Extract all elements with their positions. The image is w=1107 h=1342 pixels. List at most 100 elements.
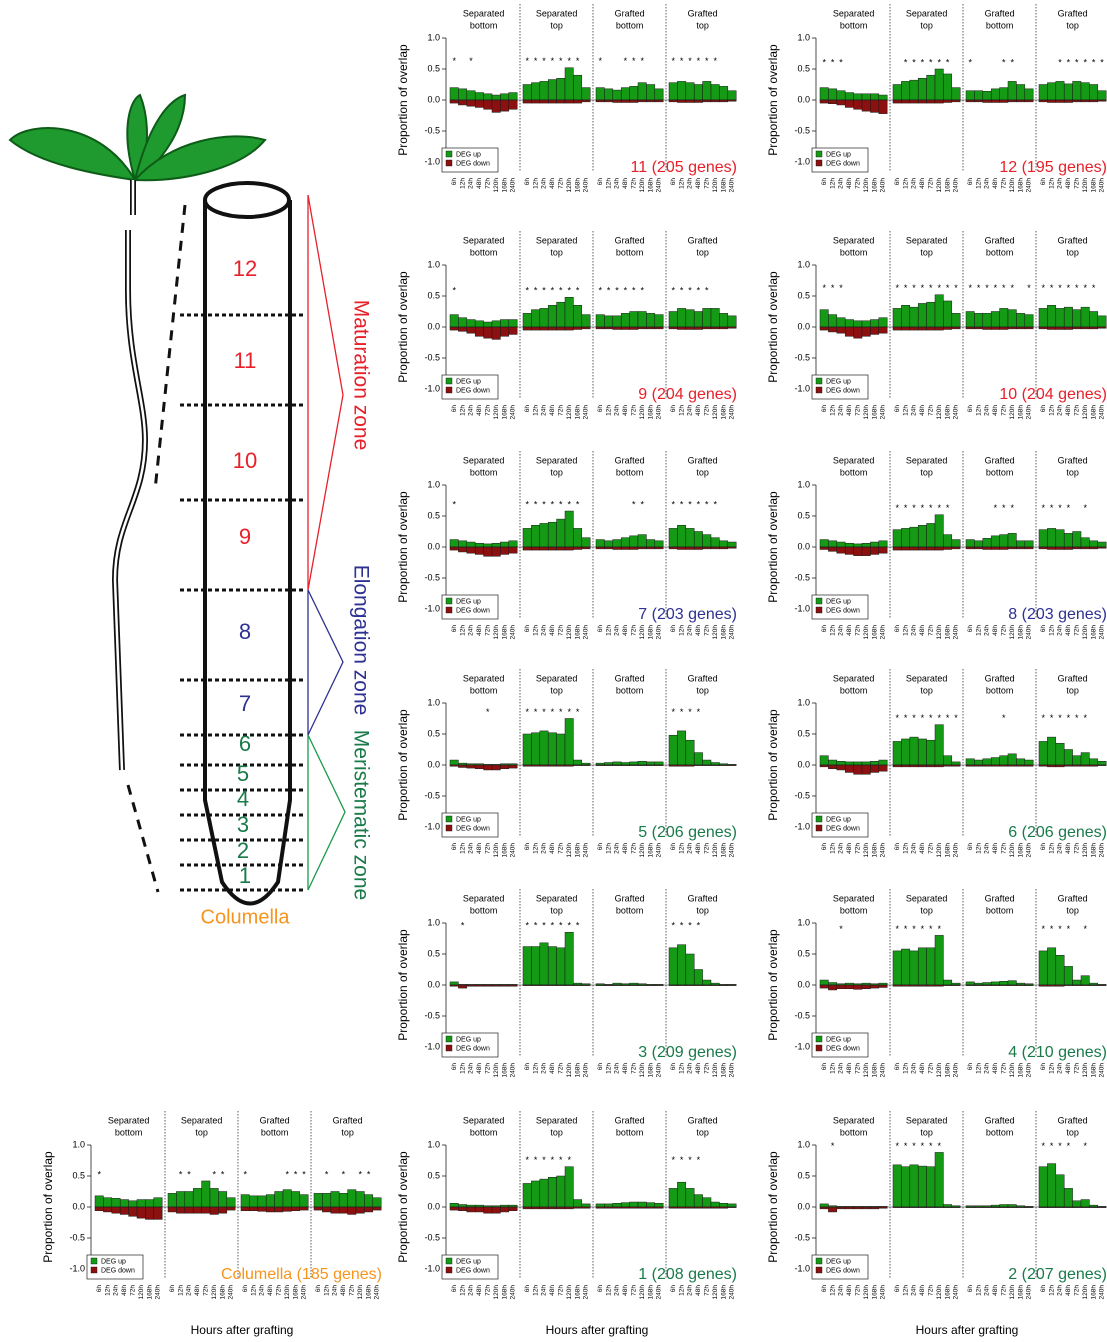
bar-down [604,547,612,549]
bar-down [974,547,982,549]
y-tick-label: 1.0 [72,1139,85,1149]
x-tick-label: 72h [349,1285,356,1296]
y-tick-label: 1.0 [797,479,810,489]
x-tick-label: 240h [1099,843,1106,858]
bar-up [943,535,951,547]
x-tick-label: 6h [597,843,604,851]
x-tick-label: 120h [1082,405,1089,420]
bar-up [893,308,901,327]
x-tick-label: 72h [485,405,492,416]
group-header: Grafted [985,1115,1015,1125]
x-tick-label: 48h [476,178,483,189]
bar-down [112,1207,120,1213]
x-tick-label: 12h [459,625,466,636]
x-tick-label: 12h [829,405,836,416]
x-tick-label: 168h [647,1063,654,1078]
bar-up [458,763,466,765]
bar-up [1073,1201,1081,1207]
x-tick-label: 24h [838,843,845,854]
bar-up [646,85,654,101]
x-tick-label: 12h [678,178,685,189]
group-header: top [341,1127,354,1137]
bar-up [475,1205,483,1207]
zoom-line [155,205,185,490]
bar-down [983,100,991,102]
bar-up [646,540,654,547]
group-header: Separated [536,8,578,18]
bar-down [450,327,458,330]
bar-down [509,327,517,334]
x-tick-label: 240h [880,1285,887,1300]
bar-up [458,541,466,547]
bar-down [711,327,719,329]
x-tick-label: 24h [614,625,621,636]
x-tick-label: 48h [1065,625,1072,636]
significance-star: * [559,56,563,66]
y-axis-label: Proportion of overlap [766,1151,780,1263]
significance-star: * [1010,283,1014,293]
bar-up [604,316,612,327]
x-tick-label: 72h [1001,178,1008,189]
panel-title: 10 (204 genes) [999,386,1107,403]
bar-down [1073,100,1081,102]
x-tick-label: 48h [919,405,926,416]
x-tick-label: 48h [549,405,556,416]
bar-up [1000,308,1008,327]
bar-down [686,327,694,329]
significance-star: * [1041,713,1045,723]
bar-up [458,318,466,327]
bar-down [845,985,853,989]
x-tick-label: 48h [476,625,483,636]
y-tick-label: 0.5 [427,948,440,958]
x-tick-label: 72h [704,625,711,636]
bar-up [669,735,677,765]
group-header: Grafted [1058,455,1088,465]
bar-down [458,327,466,331]
x-tick-label: 24h [838,178,845,189]
x-tick-label: 120h [936,1063,943,1078]
significance-star: * [559,499,563,509]
y-tick-label: -1.0 [69,1263,85,1273]
significance-star: * [697,1155,701,1165]
group-header: top [550,467,563,477]
bar-down [596,327,604,329]
x-tick-label: 240h [510,843,517,858]
group-header: Separated [463,8,505,18]
panel-title: 1 (208 genes) [638,1266,737,1283]
bar-up [613,983,621,985]
bar-up [1000,88,1008,100]
x-tick-label: 72h [558,1285,565,1296]
x-tick-label: 168h [720,1285,727,1300]
bar-up [901,949,909,985]
bar-up [630,983,638,985]
bar-up [475,321,483,327]
bar-up [1081,976,1089,985]
bar-up [854,544,862,547]
legend-label: DEG down [826,160,860,167]
bar-up [331,1192,339,1208]
significance-star: * [697,499,701,509]
x-tick-label: 48h [695,625,702,636]
bar-up [176,1192,184,1208]
x-tick-label: 120h [1009,178,1016,193]
y-tick-label: -0.5 [424,352,440,362]
x-tick-label: 24h [541,625,548,636]
x-tick-label: 168h [1090,625,1097,640]
x-tick-label: 120h [566,1285,573,1300]
bar-up [596,1204,604,1207]
group-header: bottom [470,247,498,257]
bar-up [870,94,878,100]
significance-star: * [243,1169,247,1179]
bar-down [565,547,573,550]
bar-up [991,312,999,328]
x-tick-label: 48h [476,843,483,854]
x-tick-label: 12h [605,1063,612,1074]
bar-up [669,83,677,100]
x-tick-label: 6h [169,1285,176,1293]
y-tick-label: -1.0 [424,821,440,831]
bar-up [1073,532,1081,548]
y-tick-label: -0.5 [424,1232,440,1242]
x-tick-label: 24h [1057,1285,1064,1296]
bar-down [828,100,836,104]
bar-down [540,547,548,550]
